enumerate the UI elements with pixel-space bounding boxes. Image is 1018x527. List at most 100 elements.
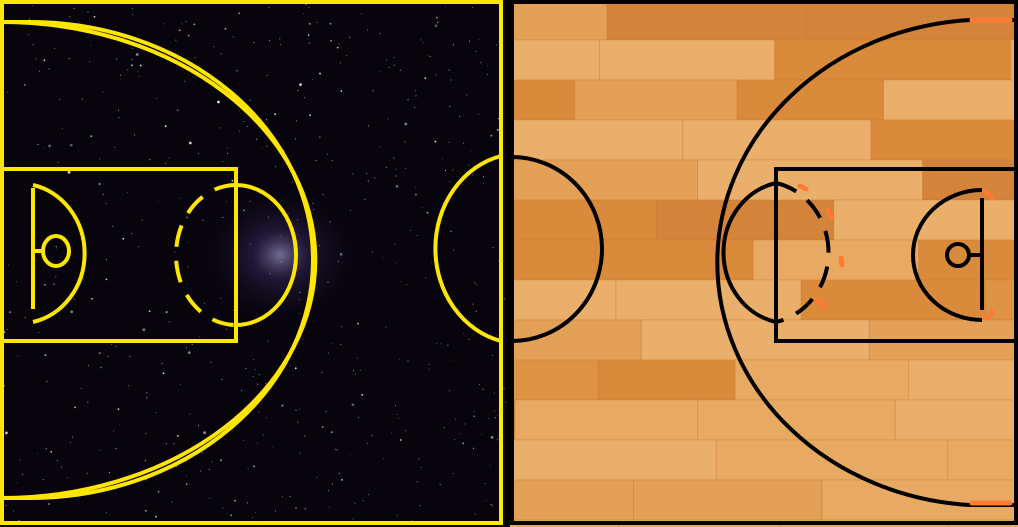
- star: [472, 303, 474, 305]
- star: [367, 494, 369, 496]
- star: [415, 95, 417, 97]
- wood-plank: [633, 479, 823, 521]
- star: [135, 53, 139, 56]
- star: [418, 458, 420, 460]
- star: [253, 42, 255, 44]
- wood-plank: [514, 399, 699, 441]
- star: [226, 147, 228, 149]
- center-circle-half: [511, 155, 604, 343]
- star: [379, 70, 381, 72]
- wood-plank: [574, 79, 738, 121]
- star: [176, 109, 179, 112]
- wood-plank: [774, 39, 1012, 81]
- star: [5, 505, 7, 507]
- star: [139, 64, 142, 67]
- star: [411, 519, 413, 521]
- star: [486, 74, 488, 76]
- star: [142, 328, 146, 332]
- star: [131, 64, 133, 67]
- star: [253, 465, 256, 468]
- star: [490, 503, 492, 505]
- star: [463, 333, 464, 334]
- star: [138, 246, 140, 248]
- star: [298, 408, 300, 410]
- star: [55, 276, 57, 278]
- star: [444, 427, 445, 428]
- star: [297, 421, 299, 423]
- star: [289, 496, 291, 498]
- star: [127, 69, 129, 71]
- star: [385, 326, 387, 328]
- wood-plank: [510, 79, 576, 121]
- star: [185, 347, 187, 349]
- star: [435, 74, 437, 76]
- star: [45, 448, 47, 450]
- star: [230, 514, 233, 517]
- star: [427, 54, 429, 56]
- accent-dash-1: [797, 183, 809, 192]
- star: [267, 340, 269, 342]
- star: [450, 79, 452, 81]
- star: [12, 510, 14, 512]
- star: [449, 181, 451, 183]
- star: [168, 157, 170, 159]
- star: [462, 442, 465, 445]
- star: [118, 423, 120, 425]
- star: [175, 39, 177, 41]
- star: [436, 21, 439, 24]
- star: [171, 501, 173, 503]
- star: [55, 245, 57, 247]
- star: [339, 62, 341, 64]
- star: [304, 435, 306, 437]
- star: [253, 359, 255, 361]
- wood-plank: [510, 439, 717, 481]
- star: [349, 210, 351, 212]
- star: [322, 194, 324, 196]
- star: [204, 303, 206, 305]
- star: [354, 373, 356, 375]
- star: [118, 109, 119, 111]
- star: [247, 468, 249, 470]
- accent-arc-top: [982, 189, 995, 201]
- star: [289, 364, 291, 366]
- restricted-area-arc: [911, 188, 983, 322]
- free-throw-circle-solid: [721, 181, 777, 324]
- star: [357, 322, 359, 325]
- star: [262, 434, 264, 436]
- star: [425, 277, 427, 279]
- star: [240, 390, 242, 392]
- star: [8, 264, 10, 266]
- star: [48, 144, 51, 148]
- star: [329, 506, 330, 508]
- star: [354, 502, 356, 504]
- star: [243, 439, 245, 441]
- star: [148, 310, 151, 313]
- starfield-court-panel: [0, 0, 507, 527]
- star: [128, 385, 129, 387]
- star: [42, 479, 44, 481]
- star: [454, 439, 456, 440]
- star: [268, 40, 270, 42]
- star: [357, 417, 359, 418]
- wood-plank: [947, 439, 1018, 481]
- star: [146, 392, 148, 394]
- star: [466, 94, 468, 96]
- star: [395, 262, 397, 264]
- star: [336, 449, 338, 451]
- star: [415, 193, 417, 196]
- star: [61, 466, 63, 468]
- star: [484, 483, 486, 484]
- wood-plank: [821, 479, 1018, 521]
- star: [116, 58, 117, 60]
- star: [372, 251, 373, 253]
- star: [449, 390, 451, 392]
- star: [74, 406, 76, 409]
- star: [379, 33, 381, 34]
- star: [468, 164, 470, 166]
- star: [156, 98, 157, 100]
- star: [444, 170, 446, 171]
- star: [302, 338, 304, 340]
- star: [155, 412, 157, 414]
- accent-dash-4: [815, 297, 827, 310]
- star: [23, 84, 26, 86]
